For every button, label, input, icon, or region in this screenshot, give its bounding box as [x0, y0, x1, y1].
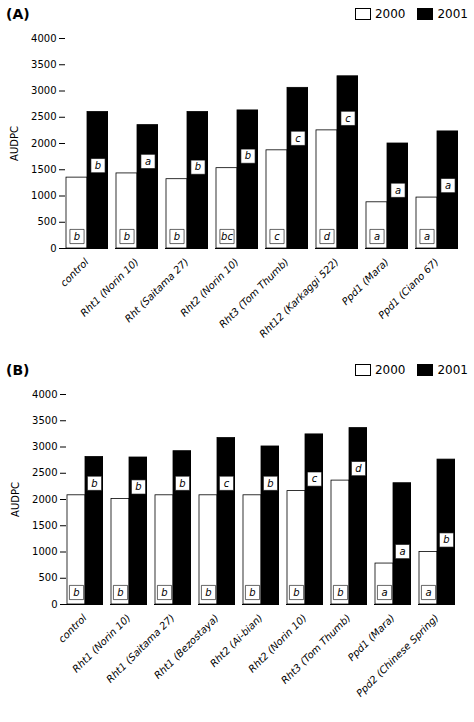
svg-text:500: 500 [37, 216, 56, 227]
svg-text:Rht1 (Norin 10): Rht1 (Norin 10) [78, 256, 141, 319]
svg-text:c: c [312, 473, 318, 484]
svg-text:b: b [205, 587, 211, 598]
svg-text:3500: 3500 [31, 59, 56, 70]
svg-text:b: b [179, 478, 185, 489]
svg-text:c: c [295, 133, 301, 144]
svg-text:b: b [95, 160, 101, 171]
svg-text:AUDPC: AUDPC [9, 126, 20, 161]
svg-text:d: d [355, 463, 362, 474]
svg-text:a: a [424, 231, 430, 242]
svg-text:b: b [91, 478, 97, 489]
svg-text:b: b [337, 587, 343, 598]
svg-text:2500: 2500 [32, 467, 57, 478]
svg-text:b: b [249, 587, 255, 598]
html-text:2001: 2001 [437, 363, 468, 377]
svg-text:b: b [161, 587, 167, 598]
svg-text:b: b [293, 587, 299, 598]
svg-text:a: a [145, 156, 151, 167]
svg-text:1500: 1500 [31, 164, 56, 175]
svg-text:control: control [56, 612, 89, 645]
svg-text:c: c [224, 478, 230, 489]
svg-text:b: b [135, 481, 141, 492]
html-text:2001: 2001 [437, 7, 468, 21]
svg-text:b: b [124, 231, 130, 242]
svg-text:Rht1 (Norin 10): Rht1 (Norin 10) [70, 612, 133, 675]
svg-text:0: 0 [50, 243, 56, 254]
svg-text:500: 500 [38, 572, 57, 583]
svg-text:Ppd1 (Mara): Ppd1 (Mara) [345, 612, 397, 664]
svg-text:c: c [345, 113, 351, 124]
svg-text:3500: 3500 [32, 415, 57, 426]
svg-text:1000: 1000 [31, 190, 56, 201]
svg-text:a: a [395, 185, 401, 196]
svg-text:c: c [274, 231, 280, 242]
svg-text:4000: 4000 [32, 389, 57, 400]
svg-text:Rht (Saitama 27): Rht (Saitama 27) [122, 256, 191, 325]
svg-text:Rht2 (Norin 10): Rht2 (Norin 10) [178, 256, 241, 319]
svg-text:1000: 1000 [32, 546, 57, 557]
svg-text:d: d [324, 231, 331, 242]
svg-text:Rht3 (Tom Thumb): Rht3 (Tom Thumb) [279, 612, 353, 686]
svg-text:Rht3 (Tom Thumb): Rht3 (Tom Thumb) [216, 256, 291, 330]
svg-text:a: a [374, 231, 380, 242]
svg-text:2000: 2000 [32, 494, 57, 505]
svg-text:b: b [73, 587, 79, 598]
svg-text:b: b [267, 478, 273, 489]
svg-text:Rht2 (Ai-bian): Rht2 (Ai-bian) [207, 612, 265, 670]
html-text:2000: 2000 [374, 363, 406, 377]
svg-text:control: control [58, 256, 91, 289]
svg-text:b: b [117, 587, 123, 598]
svg-text:b: b [443, 534, 449, 545]
svg-text:Rht1 (Saitama 27): Rht1 (Saitama 27) [104, 612, 177, 685]
html-text:2000: 2000 [374, 7, 406, 21]
svg-text:4000: 4000 [31, 33, 56, 44]
svg-text:3000: 3000 [32, 441, 57, 452]
svg-text:0: 0 [51, 599, 57, 610]
svg-text:a: a [399, 546, 405, 557]
svg-text:a: a [381, 587, 387, 598]
svg-text:2000: 2000 [31, 138, 56, 149]
svg-text:2500: 2500 [31, 111, 56, 122]
svg-text:Rht12 (Karkaggi 522): Rht12 (Karkaggi 522) [257, 256, 340, 339]
svg-text:Rht1 (Bezostaya): Rht1 (Bezostaya) [152, 612, 221, 681]
svg-text:AUDPC: AUDPC [10, 482, 21, 517]
svg-text:Ppd1 (Mara): Ppd1 (Mara) [340, 256, 391, 307]
svg-text:b: b [195, 161, 201, 172]
svg-text:a: a [425, 587, 431, 598]
svg-text:Rht2 (Norin 10): Rht2 (Norin 10) [246, 612, 309, 675]
svg-text:Ppd2 (Chinese Spring): Ppd2 (Chinese Spring) [354, 612, 441, 699]
html-text:(A): (A) [6, 6, 30, 22]
svg-text:a: a [445, 180, 451, 191]
html-text:(B): (B) [6, 362, 30, 378]
svg-text:b: b [74, 231, 80, 242]
svg-text:b: b [174, 231, 180, 242]
svg-text:Ppd1 (Ciano 67): Ppd1 (Ciano 67) [376, 256, 441, 321]
svg-text:1500: 1500 [32, 520, 57, 531]
svg-text:bc: bc [221, 231, 233, 242]
svg-text:b: b [245, 150, 251, 161]
svg-text:3000: 3000 [31, 85, 56, 96]
